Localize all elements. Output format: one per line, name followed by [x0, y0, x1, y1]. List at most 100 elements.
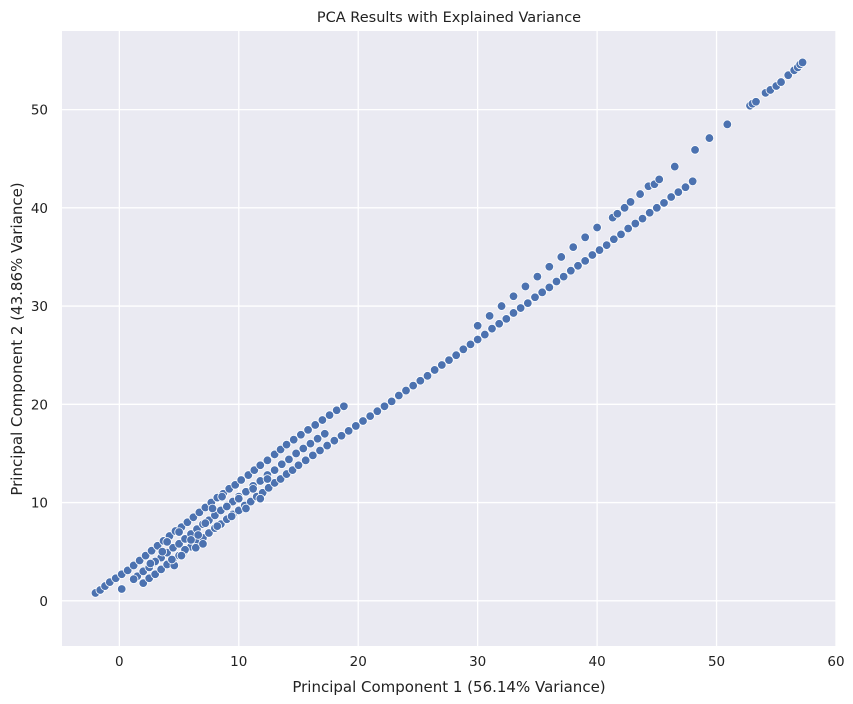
- data-point: [566, 266, 576, 276]
- chart-title: PCA Results with Explained Variance: [317, 10, 581, 26]
- data-point: [186, 535, 196, 545]
- data-point: [291, 448, 301, 459]
- data-point: [635, 189, 645, 199]
- x-tick-labels: 0 10 20 30 40 50 60: [115, 654, 845, 670]
- data-point: [687, 176, 698, 187]
- data-point: [587, 250, 598, 260]
- data-point: [415, 376, 426, 386]
- data-point: [797, 57, 808, 68]
- data-point: [637, 213, 648, 224]
- data-point: [287, 465, 298, 475]
- data-point: [465, 339, 476, 350]
- data-point: [551, 276, 562, 287]
- data-point: [437, 360, 447, 370]
- data-point: [484, 311, 495, 321]
- data-point: [188, 512, 199, 523]
- data-point: [515, 303, 526, 313]
- data-point: [243, 470, 254, 480]
- data-point: [623, 223, 633, 234]
- data-point: [429, 365, 440, 375]
- data-point: [580, 232, 590, 243]
- data-point: [230, 480, 240, 490]
- data-point: [480, 329, 490, 340]
- data-point: [320, 429, 330, 439]
- data-point: [150, 569, 160, 579]
- data-point: [329, 435, 340, 446]
- y-tick-label: 10: [31, 496, 48, 512]
- data-point: [751, 97, 761, 107]
- data-point: [558, 271, 569, 282]
- data-point: [128, 574, 139, 584]
- data-point: [644, 208, 655, 218]
- data-point: [156, 564, 166, 575]
- data-point: [594, 245, 605, 255]
- data-point: [241, 503, 251, 514]
- data-point: [444, 355, 454, 365]
- data-point: [198, 539, 208, 549]
- y-tick-label: 50: [31, 103, 48, 119]
- data-point: [138, 578, 148, 588]
- data-point: [236, 475, 246, 485]
- data-point: [573, 261, 583, 271]
- data-points: [90, 57, 808, 598]
- data-point: [182, 517, 193, 527]
- y-tick-label: 40: [31, 201, 48, 217]
- data-point: [537, 287, 547, 298]
- x-tick-label: 50: [708, 654, 725, 670]
- data-point: [494, 319, 504, 329]
- data-point: [207, 503, 218, 514]
- data-point: [386, 396, 397, 407]
- data-point: [303, 425, 313, 435]
- data-point: [520, 281, 531, 292]
- data-point: [487, 323, 497, 334]
- data-point: [226, 511, 237, 522]
- data-point: [408, 380, 418, 391]
- data-point: [508, 291, 519, 301]
- data-point: [343, 426, 354, 436]
- data-point: [666, 192, 676, 202]
- data-point: [501, 314, 512, 324]
- data-point: [616, 229, 626, 240]
- data-point: [630, 218, 641, 229]
- data-point: [544, 262, 555, 272]
- data-point: [157, 546, 168, 557]
- data-point: [128, 560, 139, 571]
- data-point: [249, 465, 260, 475]
- data-point: [472, 321, 483, 331]
- data-point: [308, 450, 318, 461]
- data-point: [401, 385, 411, 396]
- data-point: [193, 530, 203, 540]
- y-tick-label: 30: [31, 299, 48, 315]
- data-point: [532, 271, 543, 282]
- data-point: [568, 242, 578, 252]
- data-point: [162, 537, 172, 547]
- data-point: [174, 527, 184, 537]
- data-point: [619, 203, 630, 213]
- data-point: [332, 405, 342, 415]
- data-point: [117, 584, 127, 594]
- data-point: [322, 440, 332, 451]
- data-point: [556, 252, 566, 262]
- data-point: [690, 145, 700, 155]
- data-point: [234, 493, 244, 504]
- data-point: [300, 455, 311, 466]
- data-point: [317, 415, 328, 425]
- data-point: [472, 334, 483, 345]
- data-point: [275, 474, 286, 484]
- data-point: [496, 301, 507, 311]
- data-point: [146, 546, 157, 556]
- data-point: [145, 558, 156, 569]
- data-point: [248, 484, 258, 494]
- data-point: [194, 507, 205, 518]
- data-point: [544, 282, 555, 293]
- data-point: [783, 70, 793, 80]
- data-point: [204, 528, 214, 538]
- data-point: [458, 344, 469, 355]
- data-point: [293, 460, 304, 470]
- data-point: [296, 430, 306, 440]
- x-tick-label: 20: [350, 654, 367, 670]
- data-point: [269, 449, 280, 460]
- data-point: [704, 133, 715, 143]
- data-point: [601, 240, 612, 250]
